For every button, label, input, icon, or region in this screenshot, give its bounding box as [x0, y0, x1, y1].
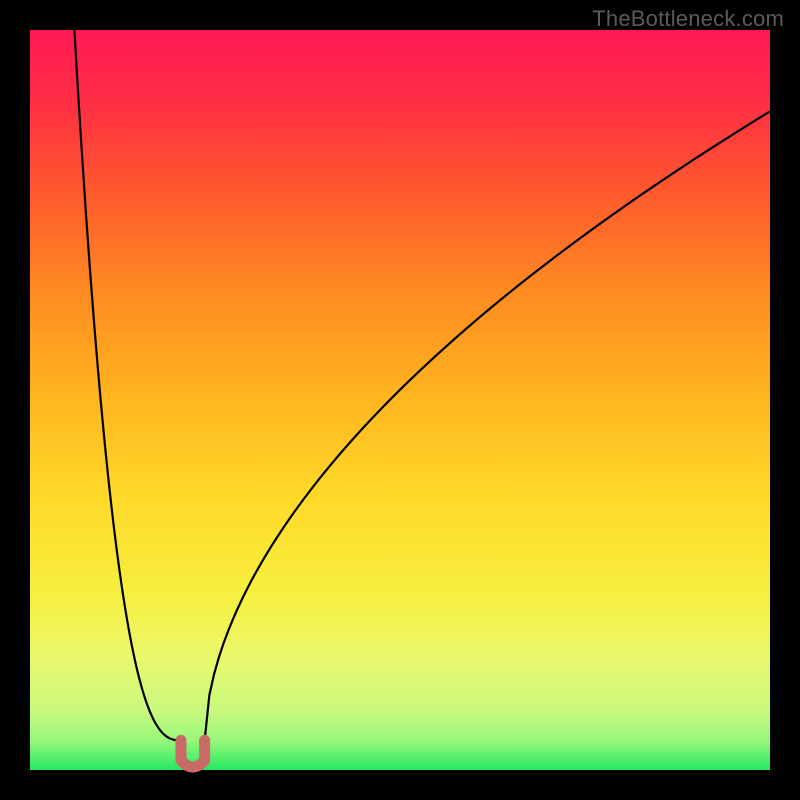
chart-canvas: TheBottleneck.com	[0, 0, 800, 800]
left-descending-curve	[74, 30, 181, 740]
bottom-u-marker	[181, 740, 205, 767]
watermark-text: TheBottleneck.com	[592, 6, 784, 32]
right-ascending-curve	[205, 111, 770, 740]
plot-area	[30, 30, 770, 770]
curve-layer	[30, 30, 770, 770]
